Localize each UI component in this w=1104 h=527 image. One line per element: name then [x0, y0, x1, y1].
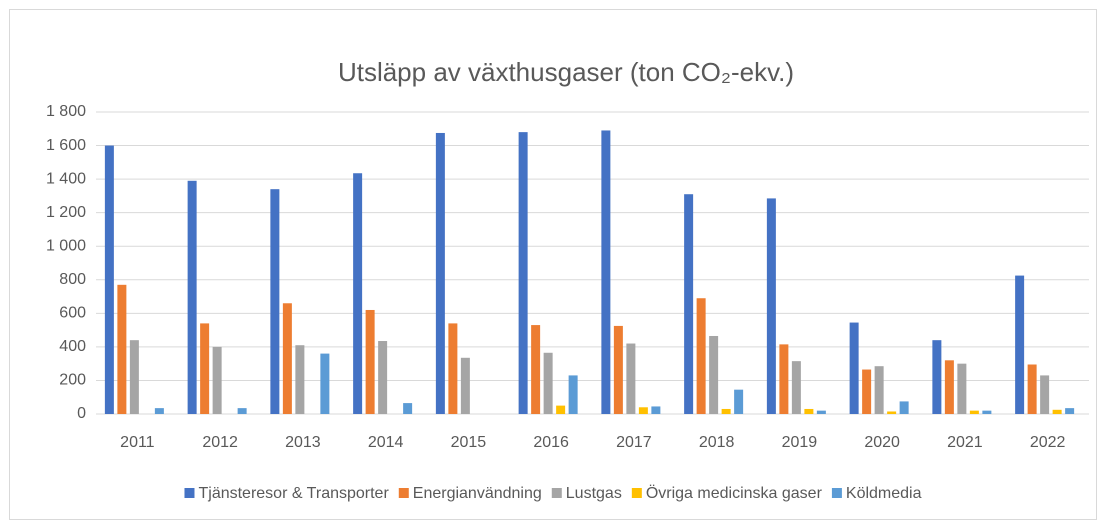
bar	[129, 340, 139, 414]
bar	[403, 403, 413, 414]
legend-swatch	[831, 488, 842, 498]
bar	[982, 410, 992, 414]
bar	[899, 401, 909, 414]
bar	[684, 194, 694, 414]
x-tick-label: 2016	[533, 434, 569, 451]
bar	[887, 411, 897, 414]
bar	[626, 343, 636, 414]
bar	[448, 323, 458, 414]
bar	[791, 361, 801, 414]
bar	[969, 410, 979, 414]
bar	[320, 353, 330, 414]
bar	[932, 340, 942, 414]
x-tick-label: 2015	[451, 434, 487, 451]
bar	[187, 180, 197, 414]
chart-title: Utsläpp av växthusgaser (ton CO₂-ekv.)	[338, 57, 794, 87]
bar	[696, 298, 706, 414]
bar	[556, 405, 566, 414]
bar	[365, 309, 375, 414]
x-tick-label: 2019	[782, 434, 818, 451]
bar	[709, 335, 719, 414]
bar	[957, 363, 967, 414]
y-tick-label: 0	[77, 405, 86, 422]
bar	[874, 366, 884, 414]
x-tick-label: 2011	[120, 434, 155, 451]
legend-label: Tjänsteresor & Transporter	[198, 485, 389, 502]
bar	[295, 345, 305, 414]
bar	[862, 369, 872, 414]
bar	[460, 357, 470, 414]
x-tick-label: 2022	[1030, 434, 1066, 451]
legend-swatch	[398, 488, 409, 498]
legend-swatch	[184, 488, 195, 498]
bar	[1015, 275, 1025, 414]
bar	[849, 322, 859, 414]
y-tick-label: 1 000	[46, 237, 86, 254]
legend-swatch	[551, 488, 562, 498]
bar	[944, 360, 954, 414]
legend-label: Övriga medicinska gaser	[646, 484, 823, 502]
x-tick-label: 2018	[699, 434, 735, 451]
bar	[531, 325, 541, 414]
bar	[518, 132, 528, 414]
bar	[734, 389, 744, 414]
legend-swatch	[631, 488, 642, 498]
bar	[543, 352, 553, 414]
bar	[282, 303, 292, 414]
bar	[779, 344, 789, 414]
bar	[638, 407, 648, 414]
bar	[601, 130, 611, 414]
x-tick-label: 2020	[864, 434, 900, 451]
bar	[816, 410, 826, 414]
x-tick-label: 2013	[285, 434, 321, 451]
bar	[237, 408, 247, 414]
bar	[435, 132, 445, 414]
bar	[651, 406, 661, 414]
y-tick-label: 200	[59, 372, 86, 389]
bar	[613, 325, 623, 414]
legend-label: Köldmedia	[846, 485, 922, 502]
bar	[1052, 409, 1062, 414]
bar	[378, 341, 388, 414]
bar	[721, 408, 731, 414]
bar	[568, 375, 578, 414]
bar	[154, 408, 164, 414]
y-tick-label: 400	[59, 338, 86, 355]
x-tick-label: 2021	[947, 434, 983, 451]
y-tick-label: 1 400	[46, 170, 86, 187]
bar	[104, 145, 114, 415]
bar	[212, 346, 222, 414]
y-tick-label: 800	[59, 271, 86, 288]
bar	[804, 408, 814, 414]
y-tick-label: 600	[59, 305, 86, 322]
x-tick-label: 2014	[368, 434, 404, 451]
bar	[1040, 375, 1050, 414]
bar	[766, 198, 776, 414]
y-tick-label: 1 800	[46, 103, 86, 120]
bar	[270, 189, 280, 414]
bar	[117, 284, 127, 414]
x-tick-label: 2017	[616, 434, 652, 451]
bar	[353, 173, 363, 414]
bar	[1027, 364, 1037, 414]
bar	[200, 323, 210, 414]
bar	[1065, 408, 1075, 414]
x-tick-label: 2012	[202, 434, 238, 451]
y-tick-label: 1 200	[46, 204, 86, 221]
legend-label: Lustgas	[566, 485, 622, 502]
legend-label: Energianvändning	[413, 485, 542, 502]
y-tick-label: 1 600	[46, 137, 86, 154]
